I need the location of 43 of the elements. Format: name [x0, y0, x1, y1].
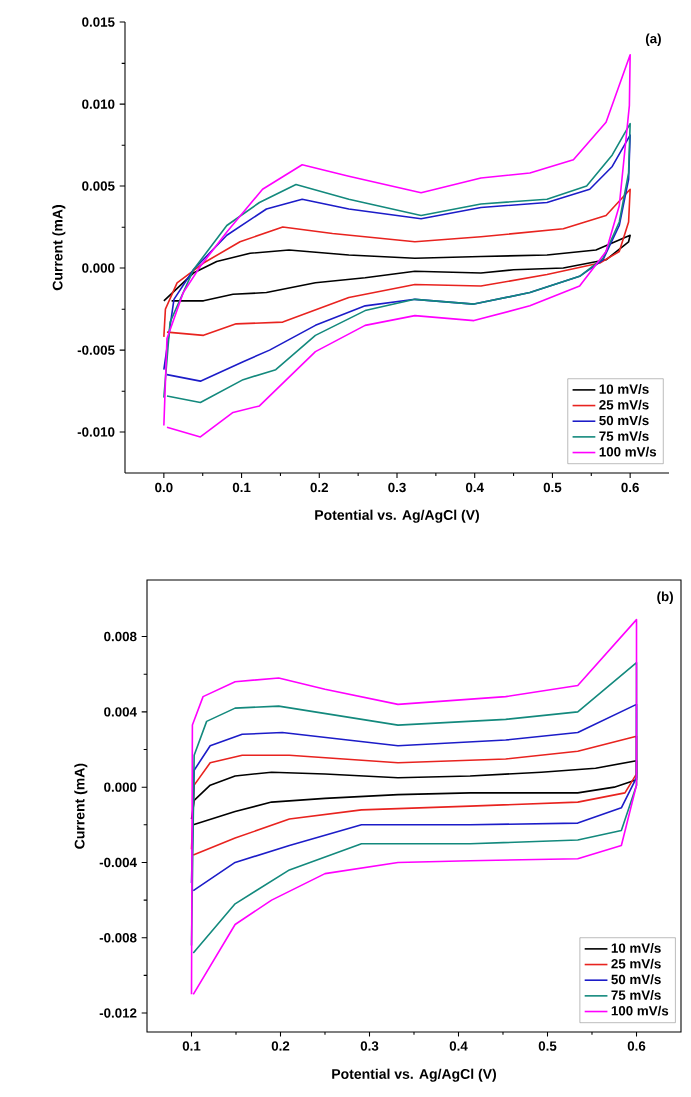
- y-tick-label: 0.000: [104, 782, 137, 792]
- y-tick-label: 0.008: [104, 631, 137, 642]
- legend-label: 10 mV/s: [599, 384, 649, 395]
- x-tick-label: 0.5: [538, 1041, 557, 1051]
- x-tick-label: 0.4: [465, 482, 484, 493]
- y-tick-label: -0.004: [99, 857, 137, 868]
- annotation: (b): [657, 591, 673, 604]
- y-tick-label: 0.005: [82, 181, 115, 191]
- legend-label: 25 mV/s: [611, 958, 661, 969]
- y-tick-label: -0.012: [99, 1008, 137, 1018]
- x-axis-title: Potential vs. Ag/AgCl (V): [332, 1068, 496, 1082]
- x-tick-label: 0.3: [388, 482, 406, 493]
- y-axis-title: Current (mA): [74, 763, 88, 849]
- x-tick-label: 0.0: [155, 482, 173, 493]
- x-tick-label: 0.2: [310, 482, 329, 493]
- line-series: [163, 188, 631, 338]
- annotation: (a): [645, 33, 661, 46]
- y-tick-label: 0.010: [82, 99, 115, 109]
- y-tick-label: 0.004: [104, 707, 137, 717]
- x-tick-label: 0.1: [232, 482, 251, 493]
- legend-label: 100 mV/s: [611, 1005, 669, 1016]
- x-tick-label: 0.5: [543, 482, 562, 493]
- x-tick-label: 0.6: [627, 1041, 646, 1051]
- x-tick-label: 0.4: [449, 1041, 468, 1051]
- legend-label: 100 mV/s: [599, 446, 657, 457]
- y-tick-label: -0.008: [99, 933, 137, 943]
- y-tick-label: 0.000: [82, 263, 115, 273]
- legend-label: 50 mV/s: [611, 974, 661, 985]
- x-axis-title: Potential vs. Ag/AgCl (V): [315, 509, 479, 523]
- legend-label: 25 mV/s: [599, 399, 649, 410]
- x-tick-label: 0.6: [621, 482, 639, 493]
- legend-label: 75 mV/s: [611, 990, 661, 1000]
- x-tick-label: 0.3: [360, 1041, 379, 1051]
- y-tick-label: -0.005: [77, 345, 115, 355]
- legend-label: 50 mV/s: [599, 415, 649, 426]
- y-tick-label: 0.015: [82, 17, 115, 27]
- legend-label: 75 mV/s: [599, 431, 649, 441]
- legend-label: 10 mV/s: [611, 943, 661, 953]
- x-tick-label: 0.2: [271, 1041, 290, 1051]
- line-series: [163, 234, 631, 302]
- x-tick-label: 0.1: [182, 1041, 201, 1051]
- y-axis-title: Current (mA): [52, 205, 66, 291]
- y-tick-label: -0.010: [77, 427, 115, 437]
